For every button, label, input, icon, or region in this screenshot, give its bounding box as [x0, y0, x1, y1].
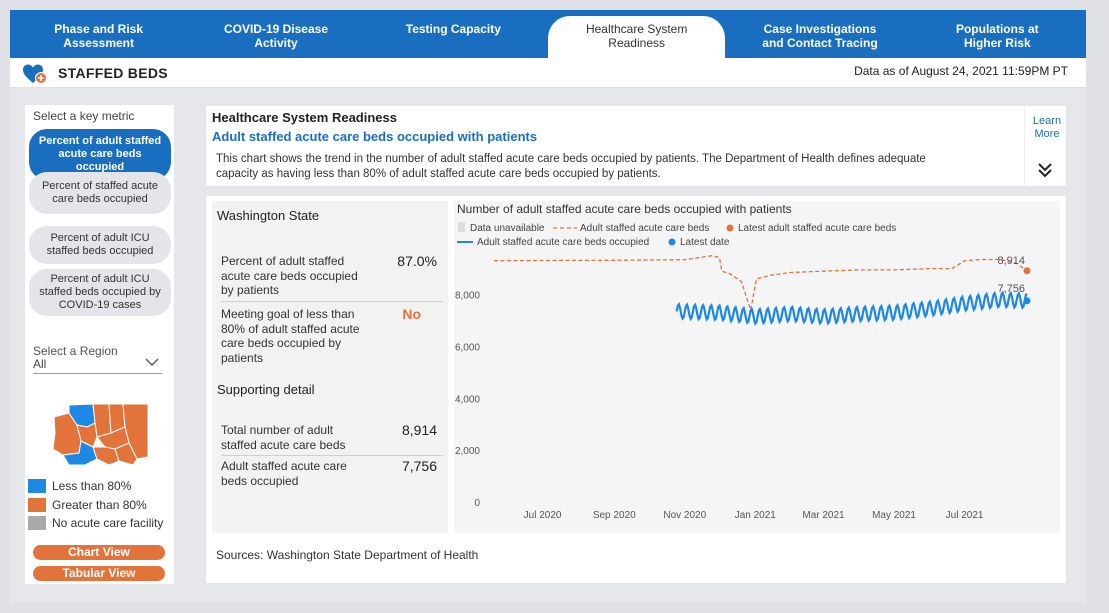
chart-view-button[interactable]: Chart View	[33, 545, 165, 560]
legend-label: Adult staffed acute care beds occupied	[477, 237, 649, 248]
legend-greater-80: Greater than 80%	[28, 498, 147, 512]
data-as-of: Data as of August 24, 2021 11:59PM PT	[854, 64, 1068, 78]
total-row: Total number of adult staffed acute care…	[221, 423, 443, 453]
chart-area: Number of adult staffed acute care beds …	[454, 201, 1060, 533]
region-value: All	[33, 357, 47, 371]
section-description: This chart shows the trend in the number…	[216, 153, 926, 180]
beds-line-chart[interactable]: Number of adult staffed acute care beds …	[454, 201, 1060, 533]
region-label: Select a Region	[33, 344, 120, 358]
tab-case-investigations[interactable]: Case Investigations and Contact Tracing	[762, 22, 878, 50]
series-occupied-line	[675, 290, 1028, 326]
goal-value: No	[402, 306, 421, 322]
legend-swatch	[668, 238, 676, 246]
tab-higher-risk[interactable]: Populations at Higher Risk	[955, 22, 1039, 50]
stats-panel: Washington State Percent of adult staffe…	[212, 201, 448, 533]
latest-beds-label: 8,914	[997, 255, 1025, 267]
total-value: 8,914	[401, 422, 437, 438]
y-tick-label: 4,000	[455, 394, 480, 405]
tab-healthcare-readiness[interactable]: Healthcare System Readiness	[547, 16, 726, 58]
y-tick-label: 6,000	[455, 342, 480, 353]
top-nav: Phase and Risk Assessment COVID-19 Disea…	[10, 10, 1086, 58]
divider	[221, 301, 443, 302]
info-card: Healthcare System Readiness Adult staffe…	[206, 106, 1066, 186]
x-tick-label: May 2021	[872, 510, 916, 521]
chevron-down-icon	[145, 358, 159, 366]
legend-label: Adult staffed acute care beds	[580, 223, 709, 234]
percent-label: Percent of adult staffed acute care beds…	[221, 254, 358, 297]
latest-occupied-label: 7,756	[997, 283, 1025, 295]
legend-label: Latest adult staffed acute care beds	[738, 223, 896, 234]
supporting-title: Supporting detail	[217, 382, 315, 397]
page-header: STAFFED BEDS Data as of August 24, 2021 …	[10, 58, 1086, 88]
x-tick-label: Jul 2020	[524, 510, 562, 521]
learn-more-link[interactable]: Learn More	[1032, 115, 1062, 140]
x-tick-label: Jan 2021	[735, 510, 777, 521]
left-panel: Select a key metric Percent of adult sta…	[25, 105, 174, 584]
goal-label: Meeting goal of less than 80% of adult s…	[221, 307, 360, 365]
legend-label: Data unavailable	[470, 223, 545, 234]
metric-icu-covid[interactable]: Percent of adult ICU staffed beds occupi…	[29, 269, 171, 316]
tabular-view-button[interactable]: Tabular View	[33, 566, 165, 581]
y-tick-label: 0	[474, 498, 480, 509]
y-tick-label: 8,000	[455, 291, 480, 302]
metric-adult-icu-beds[interactable]: Percent of adult ICU staffed beds occupi…	[29, 226, 171, 264]
x-tick-label: Mar 2021	[802, 510, 845, 521]
select-metric-label: Select a key metric	[33, 109, 135, 123]
main-card: Washington State Percent of adult staffe…	[206, 196, 1066, 583]
latest-beds-marker	[1023, 267, 1031, 275]
section-subheading: Adult staffed acute care beds occupied w…	[212, 129, 538, 144]
section-heading: Healthcare System Readiness	[212, 110, 397, 125]
latest-date-marker	[1023, 297, 1031, 305]
legend-swatch	[458, 222, 465, 232]
double-chevron-down-icon[interactable]	[1036, 162, 1054, 178]
x-tick-label: Nov 2020	[663, 510, 706, 521]
y-tick-label: 2,000	[455, 446, 480, 457]
region-title: Washington State	[217, 208, 320, 223]
page-title: STAFFED BEDS	[58, 65, 168, 81]
chart-title: Number of adult staffed acute care beds …	[457, 202, 792, 216]
metric-acute-beds[interactable]: Percent of staffed acute care beds occup…	[29, 172, 171, 214]
tab-disease-activity[interactable]: COVID-19 Disease Activity	[223, 22, 329, 50]
tab-phase-risk[interactable]: Phase and Risk Assessment	[54, 22, 144, 50]
legend-less-80: Less than 80%	[28, 479, 131, 493]
legend-label: Latest date	[680, 237, 730, 248]
goal-row: Meeting goal of less than 80% of adult s…	[221, 307, 443, 367]
total-label: Total number of adult staffed acute care…	[221, 423, 346, 452]
sources-text: Sources: Washington State Department of …	[216, 548, 479, 562]
series-beds-line	[493, 254, 1028, 311]
legend-no-facility: No acute care facility	[28, 516, 163, 530]
occupied-value: 7,756	[401, 458, 437, 474]
region-select[interactable]: All	[33, 352, 162, 374]
occupied-row: Adult staffed acute care beds occupied 7…	[221, 459, 443, 489]
percent-row: Percent of adult staffed acute care beds…	[221, 254, 443, 298]
divider	[221, 455, 443, 456]
occupied-label: Adult staffed acute care beds occupied	[221, 459, 347, 488]
washington-map[interactable]	[49, 403, 151, 469]
legend-swatch	[726, 224, 734, 232]
metric-adult-acute-beds[interactable]: Percent of adult staffed acute care beds…	[29, 129, 171, 180]
heart-plus-icon	[23, 64, 47, 84]
percent-value: 87.0%	[397, 253, 437, 269]
tab-testing-capacity[interactable]: Testing Capacity	[405, 22, 501, 36]
x-tick-label: Sep 2020	[593, 510, 636, 521]
x-tick-label: Jul 2021	[946, 510, 984, 521]
learn-more-panel: Learn More	[1024, 106, 1066, 186]
